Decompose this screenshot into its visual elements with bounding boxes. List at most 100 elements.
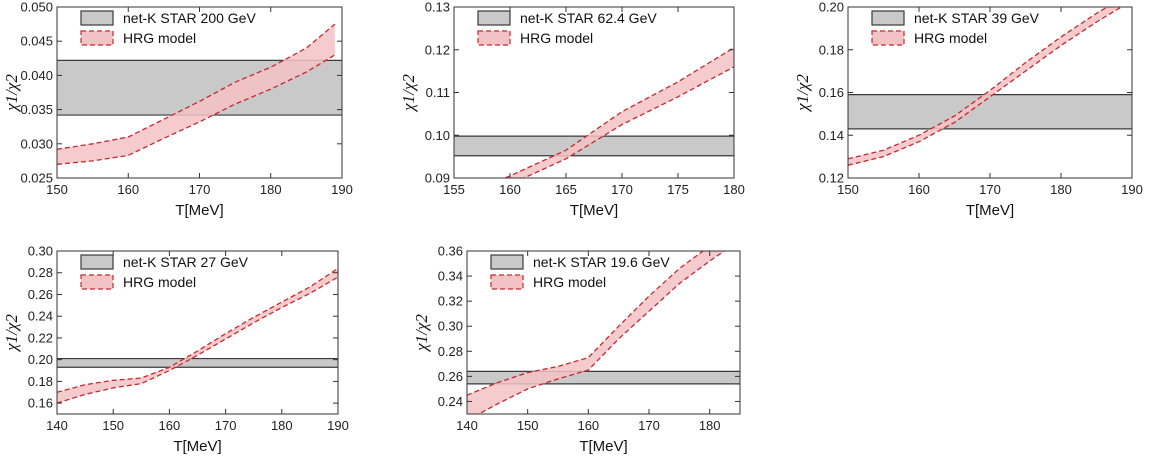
x-tick-label: 160 xyxy=(577,418,599,433)
y-tick-label: 0.28 xyxy=(438,344,463,359)
y-tick-label: 0.16 xyxy=(28,396,53,411)
legend-label-star: net-K STAR 200 GeV xyxy=(123,10,256,26)
x-axis-label: T[MeV] xyxy=(175,202,223,219)
legend-swatch-hrg xyxy=(80,274,114,290)
y-tick-label: 0.32 xyxy=(438,294,463,309)
y-axis-label: χ1/χ2 xyxy=(2,74,21,113)
legend-label-hrg: HRG model xyxy=(520,30,593,46)
hrg-band xyxy=(504,47,734,178)
y-tick-label: 0.30 xyxy=(28,244,53,259)
y-tick-label: 0.24 xyxy=(28,309,53,324)
x-tick-label: 150 xyxy=(837,182,859,197)
x-tick-label: 180 xyxy=(271,418,293,433)
x-tick-label: 180 xyxy=(723,182,745,197)
hrg-band xyxy=(57,24,335,165)
legend-label-star: net-K STAR 39 GeV xyxy=(914,10,1040,26)
plot-area xyxy=(57,267,338,404)
x-tick-label: 160 xyxy=(117,182,139,197)
y-axis-label: χ1/χ2 xyxy=(2,314,21,353)
hrg-band xyxy=(467,251,725,414)
x-tick-label: 175 xyxy=(667,182,689,197)
legend-swatch-star xyxy=(490,254,524,270)
y-tick-label: 0.12 xyxy=(819,171,844,186)
x-tick-label: 170 xyxy=(611,182,633,197)
x-tick-label: 140 xyxy=(456,418,478,433)
plot-area xyxy=(454,47,734,178)
star-band xyxy=(57,358,338,368)
x-tick-label: 170 xyxy=(215,418,237,433)
panel-5: 140 150 160 170 180 0.24 0.26 0.28 0.30 0.32 0.34 0… xyxy=(412,244,741,455)
y-tick-label: 0.11 xyxy=(426,85,450,100)
panel-1: 150 160 170 180 190 0.025 0.030 0.035 0.040 0.045… xyxy=(2,0,353,219)
legend-label-hrg: HRG model xyxy=(123,30,196,46)
x-axis-label: T[MeV] xyxy=(173,438,221,455)
x-tick-label: 190 xyxy=(327,418,349,433)
x-tick-label: 150 xyxy=(102,418,124,433)
y-tick-label: 0.18 xyxy=(28,374,53,389)
x-tick-label: 170 xyxy=(189,182,211,197)
x-tick-label: 170 xyxy=(638,418,660,433)
panel-2: 155 160 165 170 175 180 0.09 0.10 0.11 0.12 0.13 T[… xyxy=(399,0,745,219)
x-axis-label: T[MeV] xyxy=(966,202,1014,219)
legend-swatch-hrg xyxy=(871,30,905,46)
hrg-upper-edge xyxy=(503,47,734,178)
plot-area xyxy=(57,23,342,165)
x-tick-label: 140 xyxy=(46,418,68,433)
x-tick-label: 160 xyxy=(159,418,181,433)
legend-label-star: net-K STAR 62.4 GeV xyxy=(520,10,657,26)
hrg-lower-edge xyxy=(477,251,726,414)
y-tick-label: 0.36 xyxy=(438,244,463,259)
y-tick-label: 0.26 xyxy=(28,287,53,302)
y-tick-label: 0.045 xyxy=(20,34,53,49)
y-axis-label: χ1/χ2 xyxy=(793,74,812,113)
y-tick-label: 0.20 xyxy=(28,352,53,367)
plot-area xyxy=(467,251,740,414)
hrg-upper-edge xyxy=(57,23,336,150)
panel-3: 150 160 170 180 190 0.12 0.14 0.16 0.18 0.20 T[MeV… xyxy=(793,0,1143,219)
legend-swatch-hrg xyxy=(477,30,511,46)
x-tick-label: 190 xyxy=(1121,182,1143,197)
x-tick-label: 150 xyxy=(46,182,68,197)
x-tick-label: 180 xyxy=(699,418,721,433)
x-tick-label: 155 xyxy=(443,182,465,197)
legend-swatch-hrg xyxy=(80,30,114,46)
y-tick-label: 0.050 xyxy=(20,0,53,15)
y-tick-label: 0.26 xyxy=(438,369,463,384)
x-tick-label: 190 xyxy=(331,182,353,197)
hrg-upper-edge xyxy=(467,251,705,396)
legend-swatch-star xyxy=(80,10,114,26)
legend-swatch-hrg xyxy=(490,274,524,290)
hrg-upper-edge xyxy=(57,267,338,393)
hrg-band xyxy=(57,268,338,404)
y-tick-label: 0.09 xyxy=(425,171,450,186)
legend-label-star: net-K STAR 19.6 GeV xyxy=(533,254,670,270)
panel-4: 140 150 160 170 180 190 0.16 0.18 0.20 0.22 0.24 0.… xyxy=(2,244,349,456)
y-axis-label: χ1/χ2 xyxy=(412,314,431,353)
star-band xyxy=(454,136,734,156)
legend-swatch-star xyxy=(80,254,114,270)
legend-label-star: net-K STAR 27 GeV xyxy=(123,254,249,270)
hrg-band xyxy=(848,7,1122,166)
plot-area xyxy=(848,7,1132,166)
x-axis-label: T[MeV] xyxy=(570,202,618,219)
y-axis-label: χ1/χ2 xyxy=(399,74,418,113)
y-tick-label: 0.30 xyxy=(438,319,463,334)
x-tick-label: 150 xyxy=(517,418,539,433)
y-tick-label: 0.34 xyxy=(438,269,463,284)
x-tick-label: 165 xyxy=(555,182,577,197)
x-tick-label: 180 xyxy=(260,182,282,197)
legend-label-hrg: HRG model xyxy=(533,274,606,290)
x-tick-label: 160 xyxy=(908,182,930,197)
y-tick-label: 0.20 xyxy=(819,0,844,15)
legend-label-hrg: HRG model xyxy=(123,274,196,290)
y-tick-label: 0.035 xyxy=(20,102,53,117)
y-tick-label: 0.025 xyxy=(20,171,53,186)
hrg-lower-edge xyxy=(522,66,734,178)
y-tick-label: 0.28 xyxy=(28,265,53,280)
legend-swatch-star xyxy=(871,10,905,26)
legend-label-hrg: HRG model xyxy=(914,30,987,46)
plot-frame xyxy=(466,250,741,415)
y-tick-label: 0.030 xyxy=(20,136,53,151)
hrg-lower-edge xyxy=(57,276,338,404)
